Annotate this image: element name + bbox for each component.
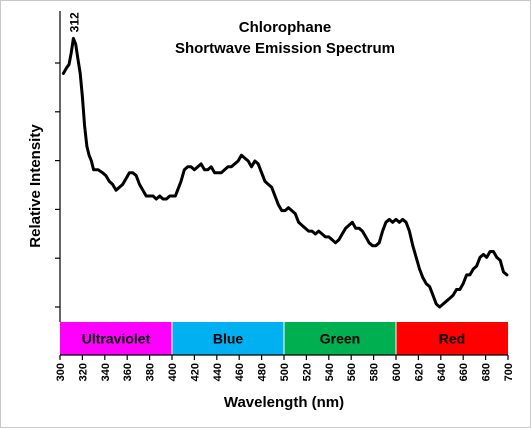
x-tick-label: 600 bbox=[391, 363, 403, 381]
band-ultraviolet: Ultraviolet bbox=[60, 322, 172, 355]
chart-title-text: Chlorophane bbox=[239, 19, 332, 36]
x-tick-label: 320 bbox=[77, 363, 89, 381]
band-blue: Blue bbox=[172, 322, 284, 355]
band-rect bbox=[172, 322, 284, 355]
x-tick-label: 700 bbox=[503, 363, 515, 381]
x-tick-label: 560 bbox=[346, 363, 358, 381]
band-label: Ultraviolet bbox=[82, 331, 151, 347]
spectral-bands: Ultraviolet Blue Green Red bbox=[60, 322, 508, 355]
x-tick-label: 400 bbox=[167, 363, 179, 381]
chart-subtitle-text: Shortwave Emission Spectrum bbox=[175, 40, 395, 57]
peak-label: 312 bbox=[67, 12, 81, 32]
x-tick-label: 340 bbox=[100, 363, 112, 381]
x-axis-title: Wavelength (nm) bbox=[224, 394, 344, 411]
x-tick-label: 660 bbox=[458, 363, 470, 381]
chart-title: Chlorophane Shortwave Emission Spectrum bbox=[175, 19, 395, 57]
band-green: Green bbox=[284, 322, 396, 355]
x-tick-label: 500 bbox=[279, 363, 291, 381]
annotations: 312 bbox=[67, 12, 81, 32]
x-tick-label: 640 bbox=[436, 363, 448, 381]
band-rect bbox=[284, 322, 396, 355]
y-axis-title: Relative Intensity bbox=[27, 124, 44, 248]
x-tick-label: 680 bbox=[481, 363, 493, 381]
x-tick-label: 380 bbox=[145, 363, 157, 381]
x-tick-label: 540 bbox=[324, 363, 336, 381]
x-tick-label: 360 bbox=[122, 363, 134, 381]
x-tick-label: 460 bbox=[234, 363, 246, 381]
spectrum-line bbox=[61, 36, 509, 309]
band-label: Blue bbox=[213, 331, 244, 347]
x-tick-label: 480 bbox=[257, 363, 269, 381]
x-axis: 300 320 340 360 380 400 420 440 460 480 500 520 540 5… bbox=[55, 354, 515, 381]
x-tick-label: 580 bbox=[369, 363, 381, 381]
x-tick-label: 300 bbox=[55, 363, 67, 381]
band-rect bbox=[60, 322, 172, 355]
band-red: Red bbox=[396, 322, 508, 355]
band-rect bbox=[396, 322, 508, 355]
band-label: Green bbox=[320, 331, 360, 347]
y-axis bbox=[55, 11, 61, 322]
x-tick-label: 520 bbox=[301, 363, 313, 381]
band-label: Red bbox=[439, 331, 465, 347]
x-tick-label: 440 bbox=[212, 363, 224, 381]
plot-area bbox=[61, 36, 509, 309]
x-tick-label: 620 bbox=[413, 363, 425, 381]
x-tick-label: 420 bbox=[189, 363, 201, 381]
